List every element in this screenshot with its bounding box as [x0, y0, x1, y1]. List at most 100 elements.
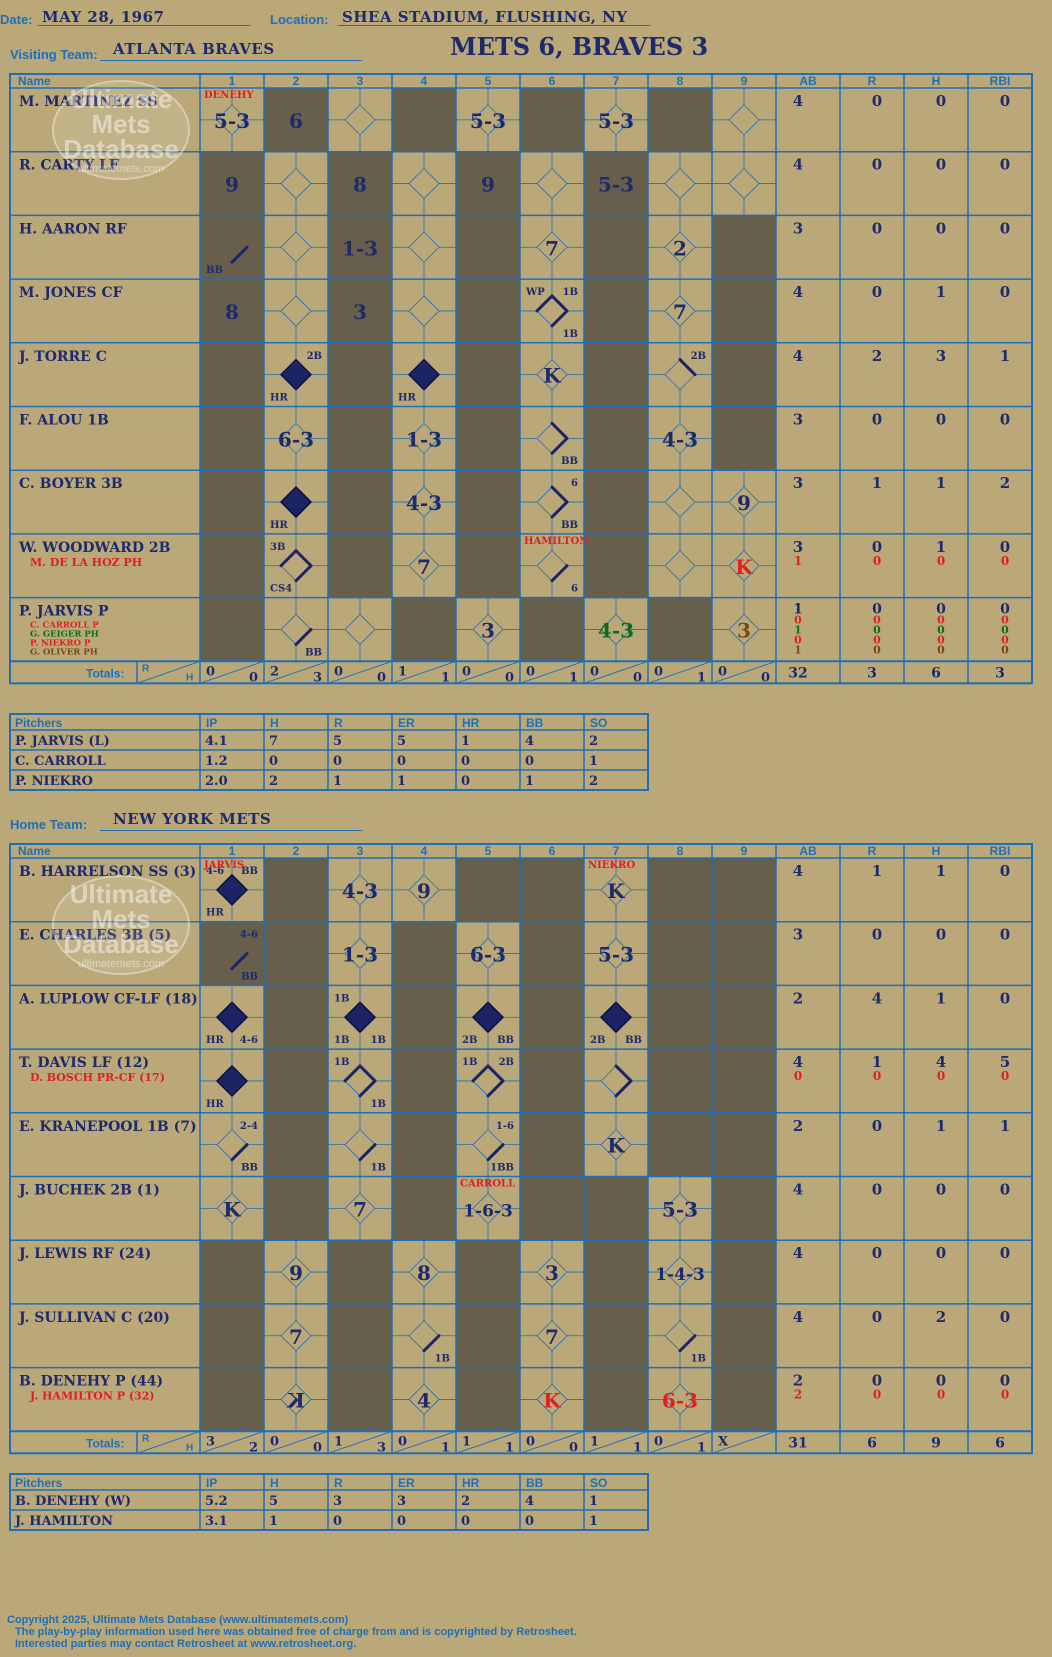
cell-guide-lines: [520, 1240, 584, 1304]
cell-guide-lines: [648, 151, 712, 216]
inning-hits: 1: [569, 670, 578, 685]
base-diamond: [664, 1192, 696, 1224]
pitcher-column-header: R: [334, 1476, 343, 1490]
pitcher-column-header: HR: [462, 1476, 480, 1490]
pitcher-column-header: Pitchers: [15, 1476, 63, 1490]
stat-value: 0: [1001, 644, 1009, 657]
inning-cell-shaded: [392, 1049, 456, 1113]
play-result: 7: [545, 236, 559, 260]
basepath-line: [471, 1064, 490, 1083]
inning-runs: 0: [270, 1434, 279, 1449]
inning-cell-shaded: [712, 406, 776, 471]
pitcher-stat: 2: [269, 774, 278, 789]
play-note-bottom-right: BB: [625, 1035, 642, 1046]
base-diamond: [280, 167, 312, 200]
cell-guide-lines: [648, 215, 712, 280]
stat-value: 0: [936, 926, 946, 944]
scored-run-diamond: [279, 485, 313, 519]
basepath-line: [358, 1064, 377, 1083]
play-result: 9: [289, 1261, 303, 1285]
inning-cell-shaded: [456, 858, 520, 922]
cell-guide-lines: [328, 1049, 392, 1113]
cell-guide-lines: [328, 597, 392, 662]
cell-guide-lines: [264, 597, 328, 662]
play-result: 1-3: [342, 943, 378, 967]
cell-guide-lines: [264, 1303, 328, 1368]
total-stat: 3: [995, 665, 1005, 681]
inning-cell-shaded: [392, 1176, 456, 1241]
substitute-name: G. OLIVER PH: [30, 648, 98, 658]
pitcher-column-header: ER: [398, 1476, 415, 1490]
stat-value: 0: [936, 1181, 946, 1199]
inning-cell-shaded: [456, 406, 520, 471]
stat-value: 0: [1000, 411, 1010, 429]
base-diamond: [280, 231, 312, 263]
play-note-bottom-left: 2B: [462, 1035, 477, 1046]
totals-slash: [391, 660, 457, 684]
play-result: 5-3: [598, 173, 634, 197]
basepath-line: [678, 1334, 697, 1353]
pitcher-stat: 1: [525, 774, 534, 789]
pitcher-change-note: CARROLL: [460, 1179, 515, 1190]
base-diamond: [664, 486, 696, 518]
cell-guide-lines: [200, 858, 264, 922]
inning-runs: 0: [654, 664, 663, 679]
basepath-line: [358, 1143, 377, 1162]
play-note-bottom-left: HR: [270, 520, 288, 531]
play-result: 8: [353, 173, 367, 197]
pitcher-stat: 0: [333, 754, 342, 769]
stat-value: 0: [1000, 1372, 1010, 1390]
play-note-bottom-right: 1B: [435, 1354, 450, 1365]
basepath-line: [614, 1079, 633, 1098]
stat-value: 0: [1001, 1388, 1009, 1402]
date-underline: [38, 25, 250, 26]
play-result: 6-3: [470, 943, 506, 967]
pitcher-column-header: SO: [590, 716, 607, 730]
inning-runs: 3: [206, 1434, 215, 1449]
watermark-site: ultimatemets.com: [77, 958, 165, 970]
batter-name: B. HARRELSON SS (3): [19, 864, 196, 880]
scored-run-diamond: [279, 358, 313, 391]
pitcher-column-header: H: [270, 1476, 279, 1490]
base-diamond: [664, 1383, 696, 1416]
play-result: K: [287, 1388, 305, 1412]
cell-guide-lines: [328, 985, 392, 1050]
base-diamond: [600, 1065, 632, 1097]
inning-hits: 1: [697, 670, 706, 685]
watermark-line3: Database: [63, 134, 179, 164]
play-note-top-right: 4-6: [240, 930, 258, 941]
substitute-name: C. CARROLL P: [30, 621, 99, 631]
play-note-top-left: 4-6: [206, 866, 224, 877]
play-result: 3: [545, 1261, 559, 1285]
inning-cell-shaded: [200, 279, 264, 343]
inning-cell-shaded: [520, 985, 584, 1050]
play-note-top-right: 2B: [499, 1057, 514, 1068]
play-note-bottom-left: 2B: [590, 1035, 605, 1046]
cell-guide-lines: [584, 985, 648, 1050]
location-underline: [338, 25, 650, 26]
stat-value: 0: [872, 283, 882, 301]
base-diamond: [344, 937, 376, 970]
pitcher-column-header: Pitchers: [15, 716, 63, 730]
cell-guide-lines: [520, 406, 584, 471]
base-diamond: [536, 231, 568, 263]
stat-value: 0: [1000, 92, 1010, 110]
play-note-bottom-right: 1BB: [490, 1163, 514, 1174]
stat-value: 0: [873, 614, 881, 627]
pitcher-stat: 4: [525, 1494, 534, 1509]
cell-guide-lines: [648, 406, 712, 471]
stat-value: 0: [936, 92, 946, 110]
totals-slash: [199, 1430, 265, 1454]
inning-cell-shaded: [328, 279, 392, 343]
cell-guide-lines: [456, 985, 520, 1050]
basepath-line: [230, 952, 249, 971]
inning-cell-shaded: [328, 151, 392, 216]
cell-guide-lines: [520, 1367, 584, 1432]
cell-guide-lines: [392, 858, 456, 922]
basepath-line: [486, 1064, 505, 1083]
column-header-inning: 3: [357, 844, 364, 858]
stat-value: 0: [872, 219, 882, 237]
scored-run-diamond: [215, 1064, 249, 1098]
play-result: 7: [545, 1325, 559, 1349]
inning-cell-shaded: [264, 1176, 328, 1241]
